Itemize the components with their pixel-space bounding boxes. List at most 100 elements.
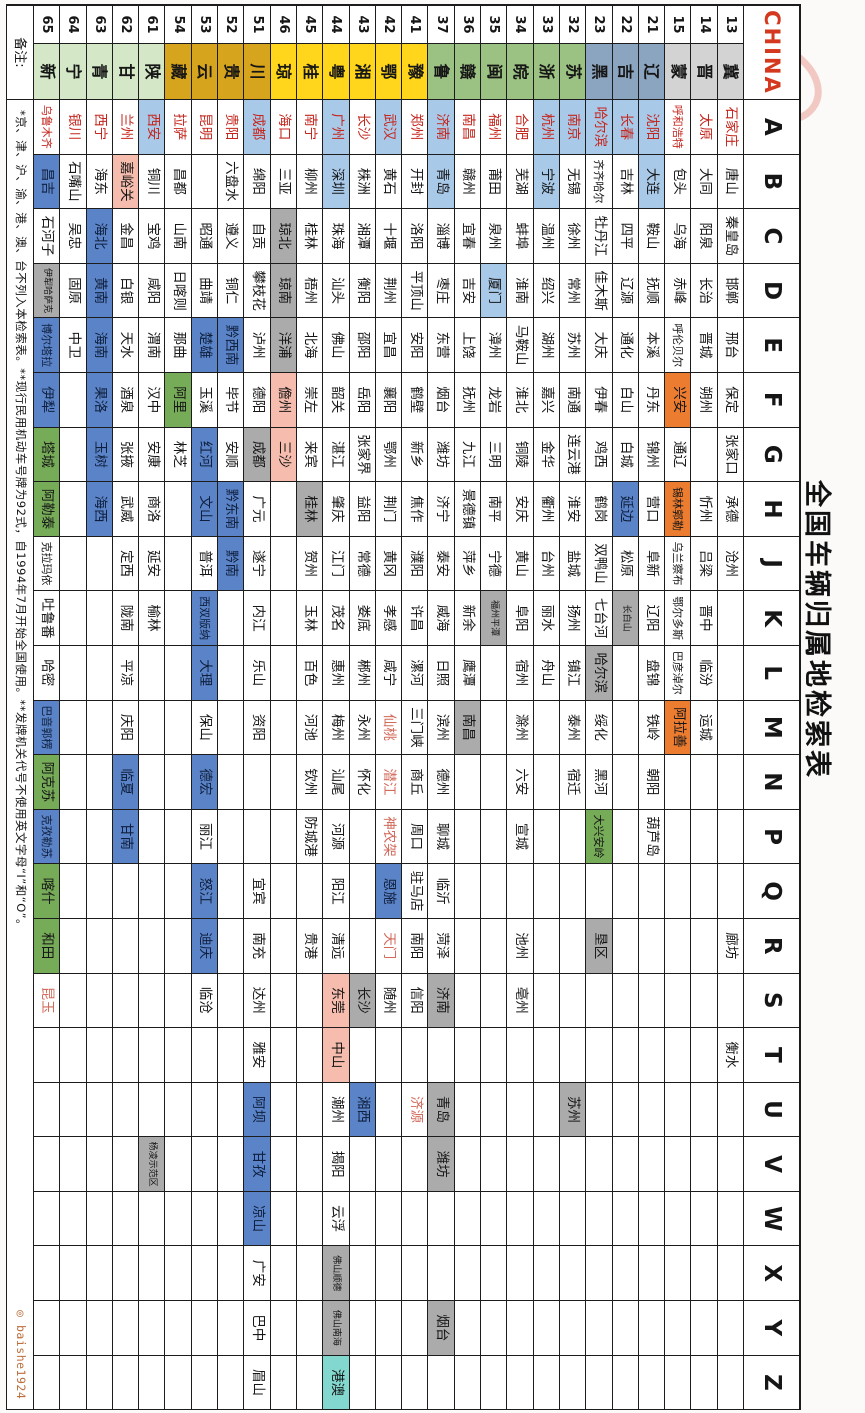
plate-cell: 龙岩 [480,372,507,428]
plate-cell: 上饶 [453,318,481,373]
letter-header-C: C [743,209,799,264]
plate-cell: 菏泽 [427,918,454,974]
plate-cell-empty [664,1355,691,1411]
plate-cell-empty [506,1355,533,1411]
plate-cell: 宣城 [506,809,533,865]
plate-cell: 阿坝 [243,1082,270,1138]
plate-cell: 大兴安岭 [585,809,612,865]
plate-cell: 镇江 [558,645,586,701]
plate-cell-empty [480,809,507,865]
plate-cell-empty [111,918,139,974]
plate-cell: 秦皇岛 [716,209,743,264]
index-table: CHINA A B C D E F G H J K L M N P Q R S T U V W X Y Z 13 冀石家庄 唐山 秦皇岛… [5,4,801,1411]
plate-cell: 巴彦淖尔 [664,645,691,701]
plate-cell-empty [664,1082,691,1138]
plate-cell-empty [611,1301,638,1356]
plate-cell: 阿里 [164,372,191,428]
plate-cell-empty [374,1246,402,1302]
plate-cell: 七台河 [585,591,612,646]
province-code: 34 [506,6,533,44]
plate-cell-empty [138,1028,165,1083]
plate-cell: 武汉 [374,100,402,155]
province-abbr: 贵 [217,44,244,100]
plate-cell: 吉安 [453,263,481,319]
plate-cell: 铁岭 [637,700,665,756]
plate-cell-empty [348,1191,375,1247]
plate-cell-empty [164,591,191,646]
plate-cell: 三亚 [269,154,296,210]
province-code: 44 [322,6,349,44]
plate-cell-empty [59,809,86,865]
province-code: 42 [374,6,402,44]
plate-cell: 东莞 [322,973,349,1029]
plate-cell-empty [585,1355,612,1411]
plate-cell: 和田 [32,918,60,974]
plate-cell: 海西 [85,482,112,537]
plate-cell-empty [690,918,717,974]
plate-cell: 柳州 [295,154,323,210]
letter-header-A: A [743,100,799,155]
plate-cell: 济南 [427,973,454,1029]
plate-cell-empty [85,536,112,592]
plate-cell: 福州 [480,100,507,155]
letter-header-F: F [743,372,799,428]
plate-cell: 果洛 [85,372,112,428]
plate-cell: 喀什 [32,864,60,919]
plate-cell-empty [611,700,638,756]
plate-cell-empty [217,700,244,756]
plate-cell-empty [427,1191,454,1247]
plate-cell: 双鸭山 [585,536,612,592]
plate-cell-empty [664,864,691,919]
plate-cell: 来宾 [295,427,323,483]
plate-cell: 兴安 [664,372,691,428]
letter-header-W: W [743,1191,799,1247]
plate-cell-empty [85,1082,112,1138]
plate-cell-empty [59,973,86,1029]
plate-cell: 黄南 [85,263,112,319]
plate-cell: 河源 [322,809,349,865]
plate-cell-empty [217,591,244,646]
plate-cell-empty [427,1355,454,1411]
plate-cell: 昆玉 [32,973,60,1029]
plate-cell: 贵港 [295,918,323,974]
plate-cell: 济源 [401,1082,428,1138]
plate-cell: 佳木斯 [585,263,612,319]
plate-cell: 湘潭 [348,209,375,264]
plate-cell-empty [716,1191,743,1247]
plate-cell-empty [690,973,717,1029]
plate-cell-empty [690,1246,717,1302]
plate-cell: 云浮 [322,1191,349,1247]
china-label: CHINA [743,6,799,100]
plate-cell: 伊犁 [32,372,60,428]
plate-cell: 张掖 [111,427,139,483]
plate-cell: 保定 [716,372,743,428]
plate-cell: 湛江 [322,427,349,483]
plate-cell: 辽阳 [637,591,665,646]
plate-cell-empty [190,1137,218,1192]
plate-cell-empty [32,1028,60,1083]
plate-cell-empty [217,1246,244,1302]
plate-cell-empty [164,755,191,810]
plate-cell: 孝感 [374,591,402,646]
province-abbr: 甘 [111,44,139,100]
plate-cell-empty [111,1355,139,1411]
plate-cell-empty [558,1137,586,1192]
plate-cell-empty [453,1191,481,1247]
plate-cell: 汕尾 [322,755,349,810]
plate-cell: 焦作 [401,482,428,537]
plate-cell: 潮州 [322,1082,349,1138]
province-abbr: 黑 [585,44,612,100]
plate-cell: 儋州 [269,372,296,428]
plate-cell-empty [611,645,638,701]
plate-cell: 徐州 [558,209,586,264]
plate-cell: 清远 [322,918,349,974]
plate-cell-empty [453,809,481,865]
plate-cell-empty [506,1301,533,1356]
plate-cell: 亳州 [506,973,533,1029]
plate-cell: 深圳 [322,154,349,210]
plate-cell-empty [295,864,323,919]
plate-cell: 九江 [453,427,481,483]
plate-cell: 濮阳 [401,536,428,592]
province-abbr: 云 [190,44,218,100]
plate-cell: 咸宁 [374,645,402,701]
